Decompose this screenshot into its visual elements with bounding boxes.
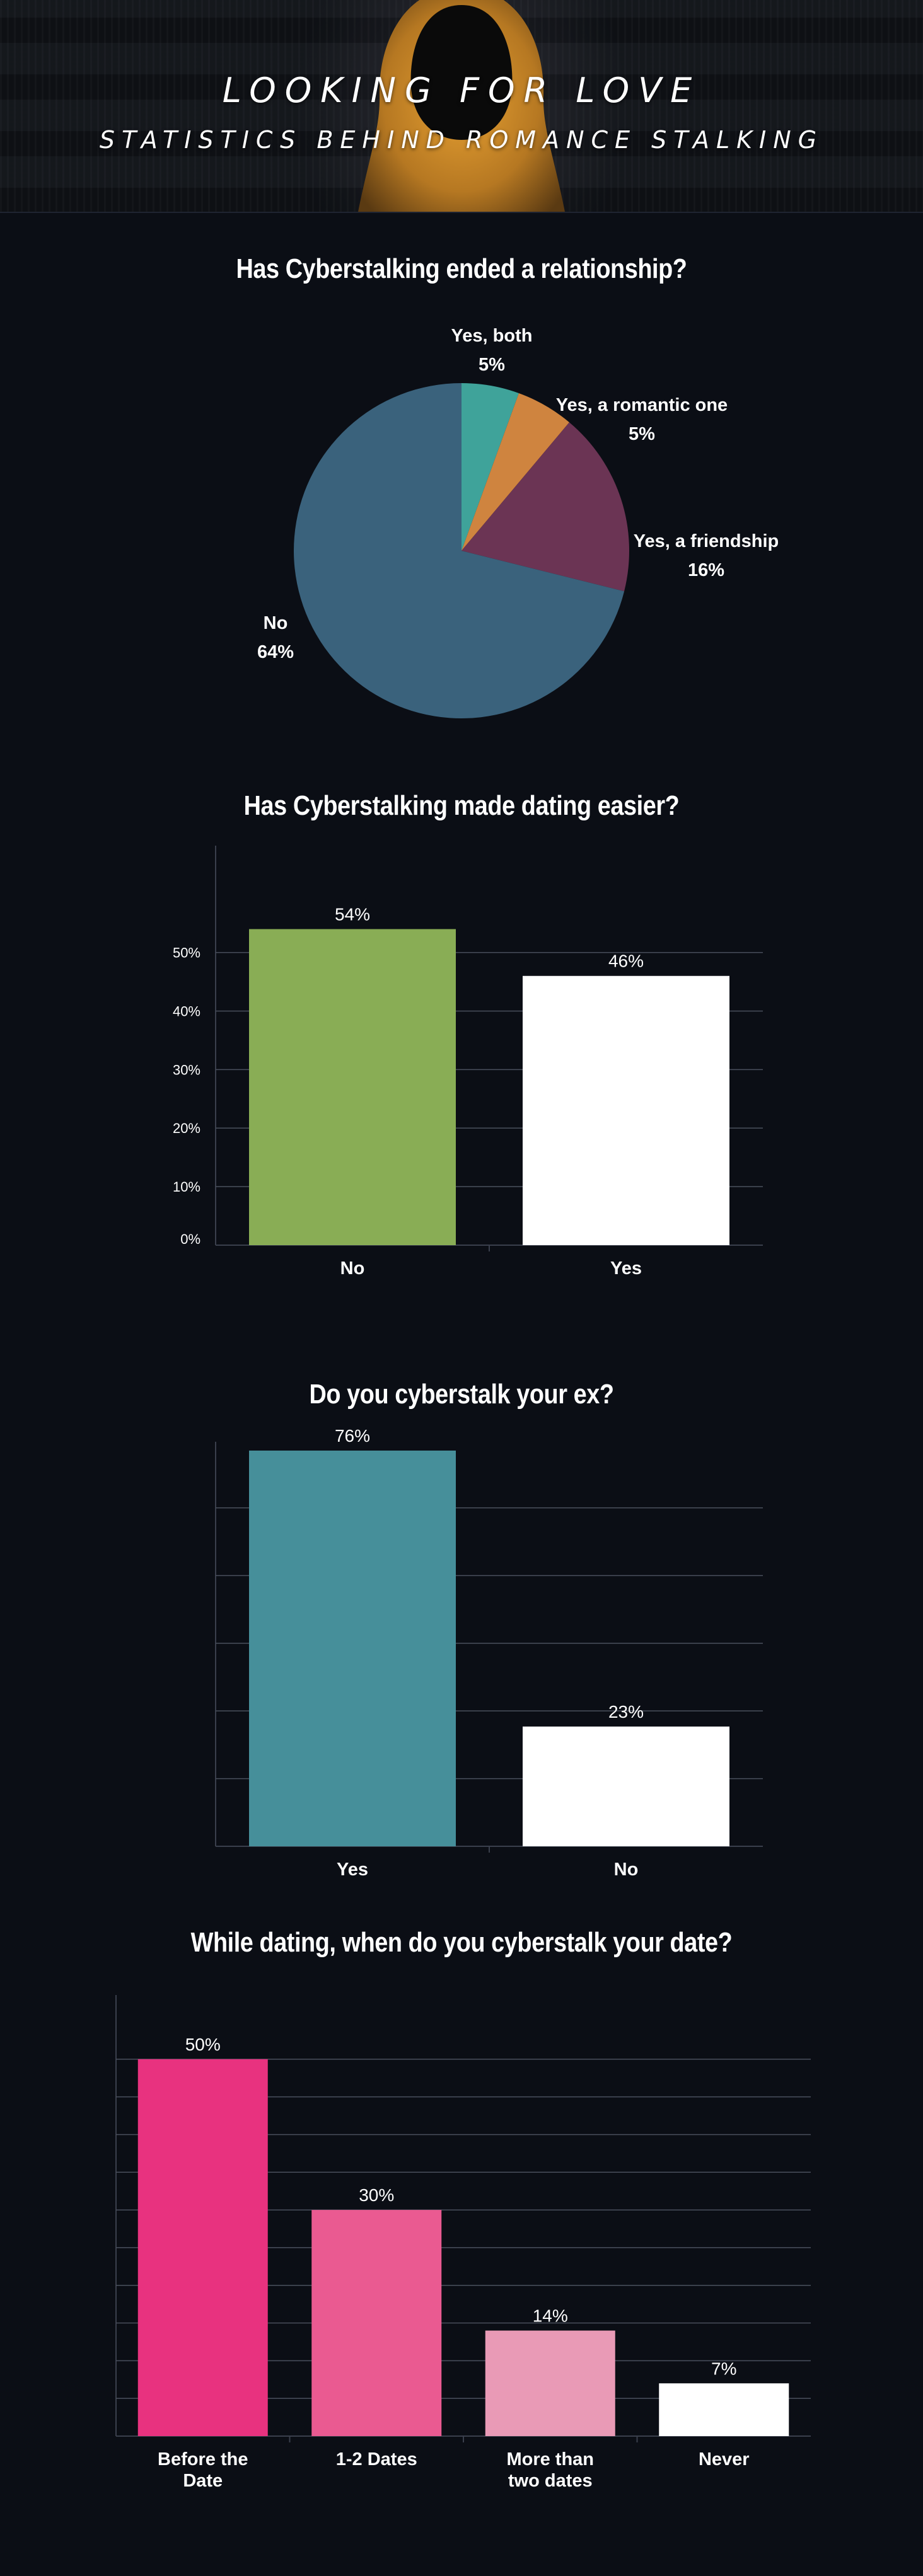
bar bbox=[137, 2059, 268, 2436]
pie-slice bbox=[462, 393, 569, 551]
pie-value-label: 64% bbox=[257, 642, 294, 662]
header-divider bbox=[0, 212, 923, 213]
x-tick-label: No bbox=[340, 1258, 365, 1279]
x-tick-label: More than bbox=[506, 2449, 594, 2470]
x-tick-label: Before the bbox=[158, 2449, 248, 2470]
x-tick-label: two dates bbox=[508, 2471, 593, 2491]
chart3-title: Do you cyberstalk your ex? bbox=[309, 1379, 614, 1410]
bar bbox=[523, 1726, 729, 1846]
x-tick-label: Never bbox=[699, 2449, 750, 2470]
bar-chart-dating-easier: 0% 10% 20% 30% 40% 50% 54% No 46% Yes bbox=[173, 846, 763, 1279]
bar-value-label: 23% bbox=[608, 1702, 644, 1722]
page-title: LOOKING FOR LOVE bbox=[222, 71, 701, 110]
bar-value-label: 46% bbox=[608, 952, 644, 971]
chart1-title: Has Cyberstalking ended a relationship? bbox=[236, 253, 687, 284]
bar bbox=[523, 975, 729, 1245]
x-tick-label: Yes bbox=[610, 1258, 642, 1279]
y-tick-label: 0% bbox=[180, 1231, 200, 1247]
pie-label: No bbox=[264, 613, 288, 633]
x-tick-label: Yes bbox=[337, 1860, 368, 1880]
page-subtitle: STATISTICS BEHIND ROMANCE STALKING bbox=[99, 126, 824, 154]
x-tick-label: No bbox=[614, 1860, 639, 1880]
bar bbox=[311, 2210, 442, 2436]
bar-value-label: 30% bbox=[359, 2185, 394, 2205]
chart2-title: Has Cyberstalking made dating easier? bbox=[243, 790, 680, 821]
chart4-title: While dating, when do you cyberstalk you… bbox=[190, 1927, 733, 1958]
y-tick-label: 30% bbox=[173, 1062, 200, 1078]
bar bbox=[659, 2383, 789, 2436]
bar-value-label: 7% bbox=[711, 2359, 736, 2378]
bar-value-label: 50% bbox=[185, 2035, 221, 2054]
y-tick-label: 50% bbox=[173, 945, 200, 961]
x-tick-label: 1-2 Dates bbox=[336, 2449, 417, 2470]
pie-value-label: 16% bbox=[688, 560, 724, 580]
pie-slice bbox=[462, 383, 519, 551]
header-banner: LOOKING FOR LOVE STATISTICS BEHIND ROMAN… bbox=[0, 0, 923, 213]
y-tick-label: 40% bbox=[173, 1003, 200, 1019]
pie-value-label: 5% bbox=[479, 355, 505, 375]
pie-label: Yes, both bbox=[451, 326, 533, 346]
y-tick-label: 10% bbox=[173, 1179, 200, 1195]
pie-label: Yes, a friendship bbox=[634, 531, 779, 551]
bar bbox=[249, 929, 456, 1245]
hooded-figure-image bbox=[357, 0, 566, 213]
bar bbox=[485, 2330, 615, 2436]
bar-value-label: 54% bbox=[335, 904, 370, 924]
x-tick-label: Date bbox=[183, 2471, 223, 2491]
y-tick-label: 20% bbox=[173, 1120, 200, 1136]
pie-slice bbox=[293, 383, 625, 718]
pie-label: Yes, a romantic one bbox=[556, 395, 728, 415]
pie-value-label: 5% bbox=[629, 424, 655, 444]
pie-chart-relationship: Yes, both 5% Yes, a romantic one 5% Yes, a f… bbox=[257, 326, 779, 718]
bar bbox=[249, 1451, 456, 1846]
bar-value-label: 76% bbox=[335, 1426, 370, 1446]
bar-value-label: 14% bbox=[533, 2306, 568, 2326]
bar-chart-cyberstalk-ex: 76% Yes 23% No bbox=[215, 1426, 763, 1880]
pie-slice bbox=[462, 422, 630, 592]
